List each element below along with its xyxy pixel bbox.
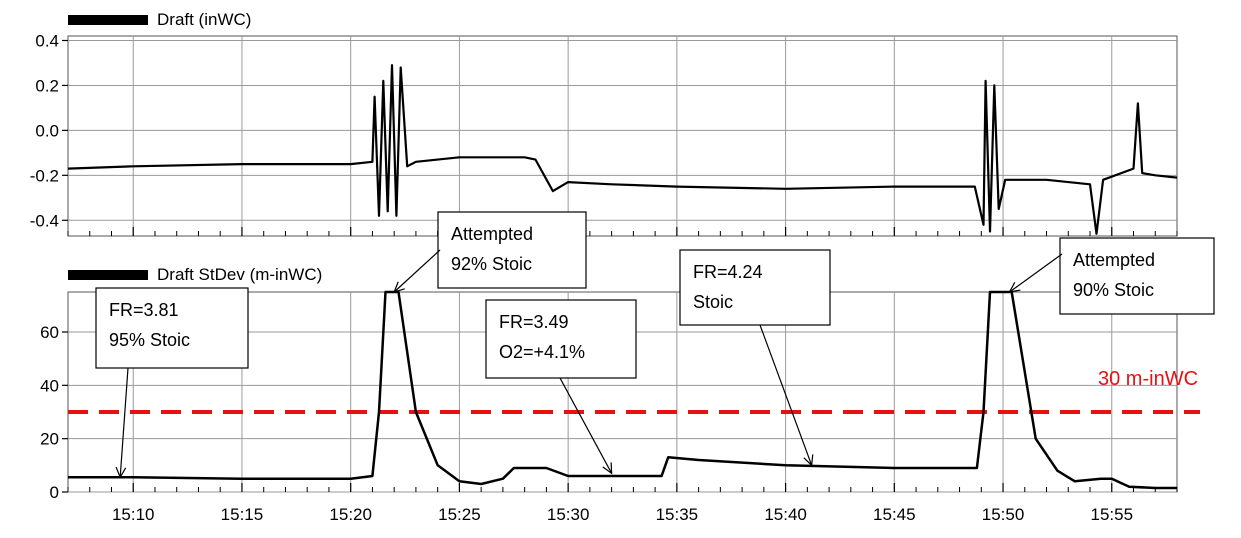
threshold-label: 30 m-inWC [1098, 368, 1198, 390]
annotation-text: FR=3.81 [109, 300, 179, 320]
annotation-arrow-line [1010, 254, 1062, 292]
y-tick-label: 0.2 [35, 76, 59, 95]
y-tick-label: 20 [40, 430, 59, 449]
y-tick-label: 60 [40, 323, 59, 342]
annotation-text: Attempted [1073, 250, 1155, 270]
draft-panel: 0.4 0.2 0.0 -0.2 -0.4 Draft (inWC) [30, 10, 1177, 236]
annotation-text: FR=4.24 [693, 262, 763, 282]
y-tick-label: -0.2 [30, 166, 59, 185]
x-tick-label: 15:30 [547, 505, 590, 524]
x-tick-label: 15:35 [656, 505, 699, 524]
stdev-legend-swatch [68, 270, 148, 280]
stdev-y-axis: 60 40 20 0 [40, 323, 68, 502]
annotation-text: Stoic [693, 292, 733, 312]
y-tick-label: -0.4 [30, 211, 59, 230]
stdev-legend-label: Draft StDev (m-inWC) [157, 265, 322, 284]
draft-plot-frame [68, 36, 1177, 236]
x-tick-label: 15:20 [329, 505, 372, 524]
annotation-arrow-line [394, 250, 440, 292]
x-tick-label: 15:40 [764, 505, 807, 524]
annotation-text: 90% Stoic [1073, 280, 1154, 300]
annotation-text: O2=+4.1% [499, 342, 585, 362]
x-tick-label: 15:10 [112, 505, 155, 524]
x-tick-label: 15:25 [438, 505, 481, 524]
annotation-text: 92% Stoic [451, 254, 532, 274]
annotation-text: FR=3.49 [499, 312, 569, 332]
x-tick-label: 15:55 [1090, 505, 1133, 524]
annotation-text: 95% Stoic [109, 330, 190, 350]
y-tick-label: 0.0 [35, 121, 59, 140]
x-tick-label: 15:45 [873, 505, 916, 524]
y-tick-label: 0 [50, 483, 59, 502]
annotation-text: Attempted [451, 224, 533, 244]
x-tick-label: 15:50 [982, 505, 1025, 524]
y-tick-label: 0.4 [35, 31, 59, 50]
draft-y-axis: 0.4 0.2 0.0 -0.2 -0.4 [30, 31, 68, 230]
draft-legend-swatch [68, 15, 148, 25]
x-tick-label: 15:15 [221, 505, 264, 524]
draft-legend-label: Draft (inWC) [157, 10, 251, 29]
y-tick-label: 40 [40, 376, 59, 395]
